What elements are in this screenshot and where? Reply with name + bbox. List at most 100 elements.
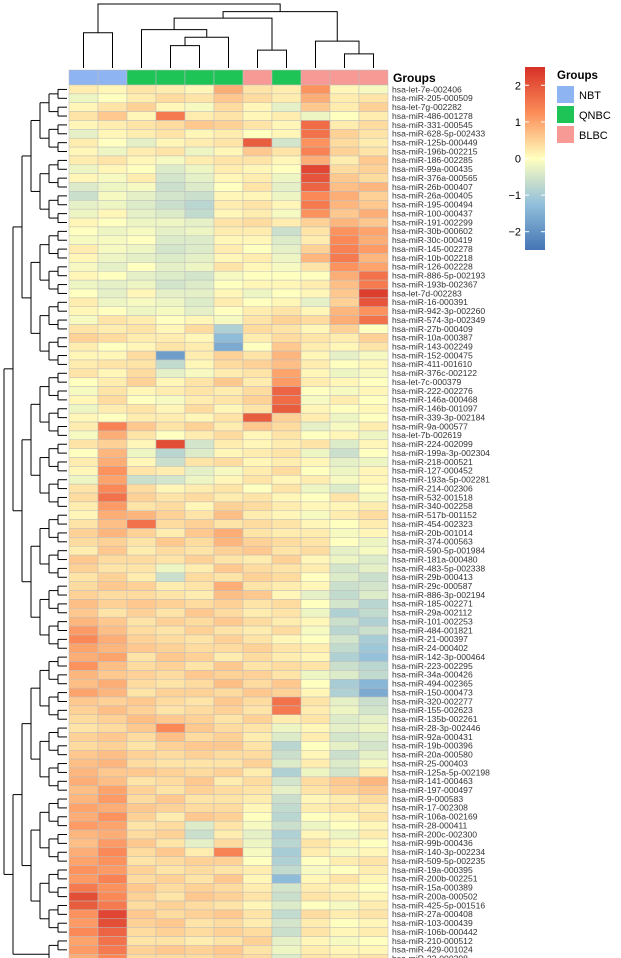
heatmap-cell: [242, 874, 273, 884]
heatmap-cell: [97, 625, 128, 636]
heatmap-cell: [68, 643, 99, 653]
heatmap-cell: [358, 226, 389, 237]
row-label: hsa-miR-27b-000409: [392, 324, 473, 334]
heatmap-cell: [97, 146, 128, 157]
heatmap-cell: [126, 297, 157, 308]
heatmap-cell: [300, 954, 331, 958]
heatmap-cell: [213, 687, 244, 698]
row-label: hsa-miR-191-002299: [392, 217, 473, 227]
heatmap-cell: [358, 838, 389, 849]
heatmap-cell: [242, 528, 273, 538]
heatmap-cell: [126, 874, 157, 884]
heatmap-cell: [184, 643, 215, 653]
heatmap-cell: [242, 368, 273, 378]
heatmap-cell: [329, 475, 360, 485]
heatmap-cell: [329, 812, 360, 822]
heatmap-cell: [155, 581, 186, 591]
heatmap-cell: [271, 785, 302, 795]
heatmap-cell: [126, 829, 157, 840]
heatmap-cell: [271, 829, 302, 840]
heatmap-cell: [126, 670, 157, 680]
heatmap-cell: [271, 776, 302, 786]
heatmap-cell: [300, 554, 331, 565]
heatmap-cell: [126, 200, 157, 210]
row-label: hsa-miR-30c-000419: [392, 235, 472, 245]
heatmap-cell: [97, 208, 128, 219]
heatmap-cell: [97, 510, 128, 520]
row-label: hsa-miR-339-3p-002184: [392, 412, 485, 422]
heatmap-cell: [242, 936, 273, 946]
heatmap-cell: [271, 616, 302, 627]
heatmap-cell: [68, 891, 99, 902]
heatmap-cell: [97, 448, 128, 458]
heatmap-cell: [97, 537, 128, 547]
heatmap-cell: [300, 129, 331, 139]
heatmap-cell: [300, 146, 331, 157]
heatmap-cell: [97, 341, 128, 352]
heatmap-cell: [300, 750, 331, 760]
heatmap-cell: [300, 102, 331, 112]
color-scale-label: −1: [508, 190, 521, 202]
heatmap-cell: [97, 235, 128, 245]
heatmap-cell: [358, 572, 389, 582]
heatmap-cell: [126, 767, 157, 778]
heatmap-cell: [271, 137, 302, 148]
heatmap-cell: [68, 563, 99, 574]
heatmap-cell: [358, 918, 389, 928]
heatmap-cell: [300, 891, 331, 902]
heatmap-cell: [184, 679, 215, 689]
heatmap-cell: [97, 750, 128, 760]
heatmap-cell: [271, 519, 302, 529]
heatmap-cell: [68, 315, 99, 325]
heatmap-cell: [184, 785, 215, 795]
heatmap-cell: [300, 918, 331, 928]
heatmap-cell: [184, 226, 215, 237]
heatmap-cell: [68, 608, 99, 618]
heatmap-cell: [184, 705, 215, 716]
heatmap-cell: [155, 714, 186, 724]
heatmap-cell: [271, 253, 302, 263]
annotation-cell-qnbc: [271, 69, 302, 86]
heatmap-cell: [271, 874, 302, 884]
heatmap-cell: [213, 537, 244, 547]
heatmap-cell: [213, 412, 244, 423]
heatmap-cell: [184, 173, 215, 183]
heatmap-cell: [329, 847, 360, 857]
heatmap-cell: [213, 466, 244, 476]
heatmap-cell: [184, 297, 215, 308]
row-label: hsa-miR-223-002295: [392, 661, 473, 671]
row-label: hsa-miR-141-000463: [392, 776, 473, 786]
heatmap-cell: [271, 838, 302, 849]
heatmap-cell: [126, 244, 157, 254]
row-label: hsa-miR-331-000545: [392, 120, 473, 130]
heatmap-cell: [155, 377, 186, 387]
annotation-cell-qnbc: [155, 69, 186, 86]
annotation-cell-nbt: [97, 69, 128, 86]
heatmap-cell: [242, 475, 273, 485]
column-dendrogram-link: [222, 11, 338, 42]
heatmap-cell: [68, 750, 99, 760]
heatmap-cell: [358, 341, 389, 352]
heatmap-cell: [126, 838, 157, 849]
heatmap-cell: [358, 359, 389, 370]
row-label: hsa-miR-10a-000387: [392, 333, 473, 343]
heatmap-cell: [242, 111, 273, 121]
heatmap-cell: [213, 829, 244, 840]
heatmap-cell: [68, 900, 99, 911]
heatmap-cell: [126, 492, 157, 503]
heatmap-cell: [242, 590, 273, 600]
heatmap-cell: [213, 856, 244, 866]
row-label: hsa-miR-454-002323: [392, 519, 473, 529]
heatmap-cell: [97, 244, 128, 254]
heatmap-cell: [155, 448, 186, 458]
row-label: hsa-miR-142-3p-000464: [392, 652, 485, 662]
heatmap-cell: [329, 785, 360, 795]
heatmap-cell: [97, 883, 128, 893]
heatmap-cell: [300, 900, 331, 911]
groups-legend-swatch: [557, 106, 574, 123]
heatmap-cell: [184, 146, 215, 157]
heatmap-cell: [242, 501, 273, 512]
heatmap-cell: [126, 705, 157, 716]
heatmap-cell: [184, 528, 215, 538]
heatmap-cell: [242, 599, 273, 609]
